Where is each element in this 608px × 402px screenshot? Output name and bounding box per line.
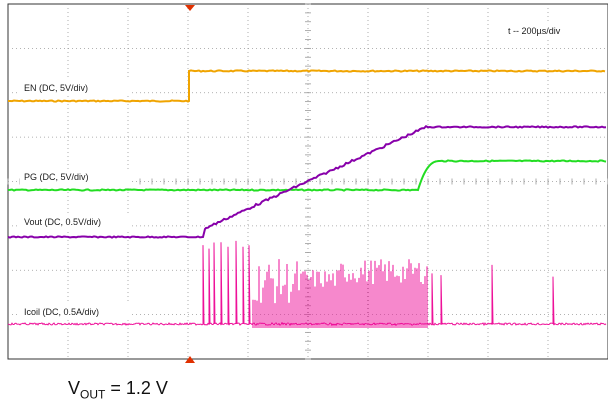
caption-subscript: OUT (80, 387, 106, 402)
caption-prefix: V (68, 378, 81, 398)
timebase-label: t -- 200µs/div (508, 26, 561, 36)
vout-trace (7, 124, 607, 239)
oscilloscope-capture: EN (DC, 5V/div) PG (DC, 5V/div) Vout (DC… (7, 3, 608, 363)
vout-label: Vout (DC, 0.5V/div) (24, 217, 101, 227)
en-label: EN (DC, 5V/div) (24, 83, 88, 93)
caption-suffix: = 1.2 V (105, 378, 168, 398)
vout-caption: VOUT = 1.2 V (68, 378, 168, 402)
icoil-trace (7, 240, 607, 328)
pg-label: PG (DC, 5V/div) (24, 172, 89, 182)
icoil-label: Icoil (DC, 0.5A/div) (24, 307, 99, 317)
vout-label-bg (20, 214, 130, 230)
trigger-marker-bottom (185, 356, 195, 363)
trigger-marker-top (185, 5, 195, 11)
icoil-label-bg (20, 304, 130, 320)
pg-label-bg (20, 169, 130, 185)
en-label-bg (20, 80, 130, 96)
pg-trace (7, 159, 607, 192)
timebase-label-bg (500, 24, 588, 38)
en-trace (8, 69, 606, 103)
